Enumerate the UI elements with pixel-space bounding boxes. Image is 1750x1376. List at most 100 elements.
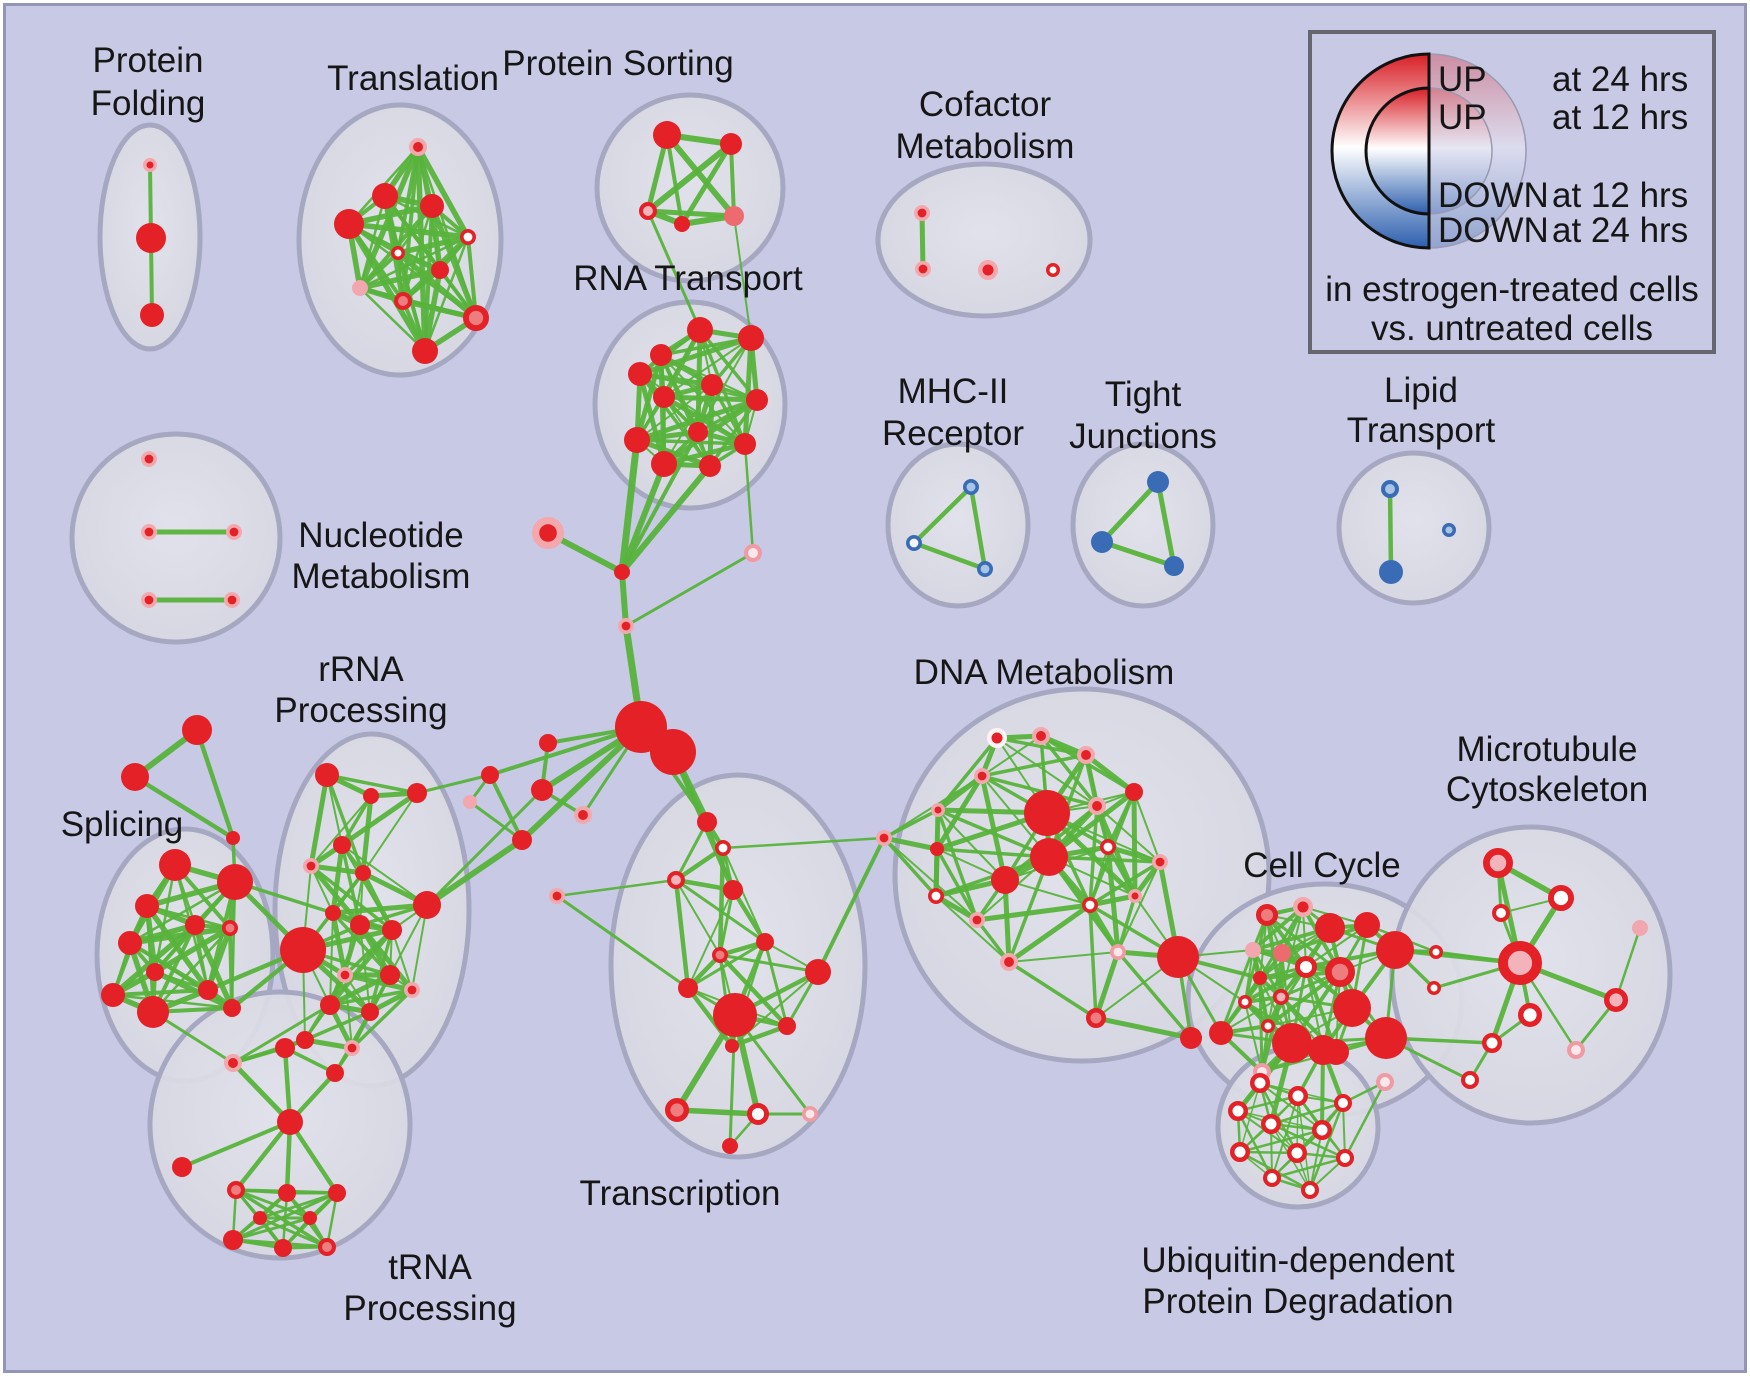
gene-node-u6 bbox=[1230, 1142, 1250, 1162]
edge bbox=[1342, 1102, 1346, 1159]
cluster-label-cofactor-metabolism: Metabolism bbox=[896, 127, 1075, 166]
edge bbox=[1258, 976, 1264, 1074]
gene-node-tn1 bbox=[275, 1038, 295, 1058]
gene-node-r11 bbox=[699, 455, 721, 477]
edge bbox=[231, 1003, 332, 1065]
legend-time-2: at 12 hrs bbox=[1552, 176, 1688, 215]
gene-node-f2 bbox=[531, 779, 553, 801]
edge bbox=[1260, 995, 1283, 1074]
edge bbox=[1614, 926, 1642, 1002]
gene-node-cc5 bbox=[1325, 957, 1355, 987]
network-nodes bbox=[101, 121, 1648, 1257]
gene-node-l2 bbox=[1442, 523, 1456, 537]
gene-node-t1 bbox=[372, 183, 398, 209]
edge bbox=[360, 870, 395, 933]
edge bbox=[1269, 1101, 1345, 1126]
edge bbox=[937, 809, 1006, 881]
edge bbox=[325, 1191, 339, 1249]
gene-node-mt5 bbox=[1427, 981, 1441, 995]
edge bbox=[618, 436, 641, 576]
edge bbox=[1105, 844, 1163, 865]
edge bbox=[661, 441, 748, 467]
cluster-ellipse-lipid-transport bbox=[1336, 450, 1492, 606]
edge bbox=[729, 142, 736, 218]
gene-node-tx1 bbox=[714, 839, 731, 856]
gene-node-n1 bbox=[141, 523, 158, 540]
gene-node-f6 bbox=[512, 830, 532, 850]
edge bbox=[883, 837, 978, 921]
gene-node-tn6 bbox=[278, 1184, 296, 1202]
edge bbox=[344, 974, 353, 1049]
gene-node-d11 bbox=[991, 866, 1019, 894]
edge bbox=[281, 1191, 289, 1250]
edge bbox=[145, 904, 232, 930]
edge bbox=[816, 836, 886, 974]
gene-node-mt2 bbox=[1492, 904, 1511, 923]
edge bbox=[911, 540, 988, 572]
gene-node-sp5 bbox=[222, 919, 239, 936]
edge bbox=[1155, 479, 1177, 569]
gene-node-tn0 bbox=[223, 1054, 242, 1073]
edge bbox=[763, 940, 789, 1028]
edge bbox=[936, 808, 1051, 859]
gene-node-mt3 bbox=[1429, 945, 1443, 959]
gene-node-f1 bbox=[539, 734, 557, 752]
edge bbox=[634, 397, 760, 443]
edge bbox=[555, 878, 678, 898]
edge bbox=[743, 442, 755, 555]
edge bbox=[1093, 949, 1121, 1021]
edge bbox=[1083, 752, 1137, 795]
edge bbox=[1088, 860, 1162, 907]
gene-node-sp0 bbox=[159, 849, 191, 881]
edge bbox=[1089, 846, 1109, 906]
gene-node-tn10 bbox=[317, 1238, 336, 1257]
edge bbox=[1099, 539, 1177, 569]
gene-node-d12 bbox=[927, 887, 944, 904]
edge bbox=[1099, 479, 1161, 545]
gene-node-r0 bbox=[650, 344, 672, 366]
edge bbox=[1106, 845, 1137, 898]
gene-node-d9 bbox=[1024, 790, 1070, 836]
gene-node-cc7 bbox=[1273, 988, 1290, 1005]
gene-node-j2 bbox=[1164, 556, 1184, 576]
gene-node-rr4 bbox=[302, 857, 319, 874]
gene-node-tn7 bbox=[328, 1184, 346, 1202]
cluster-label-tight-junctions: Junctions bbox=[1069, 417, 1217, 456]
edge bbox=[911, 484, 974, 546]
edge bbox=[358, 286, 427, 353]
edge bbox=[721, 836, 886, 850]
cluster-label-protein-folding: Folding bbox=[91, 84, 206, 123]
gene-node-cc6 bbox=[1253, 971, 1267, 985]
gene-node-rr11 bbox=[280, 927, 326, 973]
edge bbox=[718, 888, 735, 957]
gene-node-d20 bbox=[1180, 1027, 1202, 1049]
edge bbox=[325, 773, 419, 795]
gene-node-c0 bbox=[913, 205, 930, 222]
gene-node-tn11 bbox=[253, 1211, 267, 1225]
edge bbox=[415, 773, 492, 795]
edge bbox=[1238, 1128, 1324, 1154]
edge bbox=[287, 1119, 340, 1196]
gene-node-tx4 bbox=[548, 887, 565, 904]
edge bbox=[151, 926, 232, 1014]
gene-node-d13 bbox=[968, 911, 985, 928]
edge bbox=[663, 337, 752, 398]
gene-node-d14 bbox=[1100, 838, 1117, 855]
edge bbox=[1236, 1094, 1300, 1113]
edge bbox=[733, 215, 752, 339]
gene-node-u8 bbox=[1336, 1149, 1355, 1168]
edge bbox=[1006, 902, 1093, 965]
edge bbox=[935, 895, 1010, 963]
gene-node-tn2 bbox=[326, 1064, 344, 1082]
edge bbox=[679, 141, 734, 227]
gene-node-f8 bbox=[531, 516, 564, 549]
edge bbox=[327, 972, 393, 1008]
edge bbox=[357, 267, 443, 291]
edge bbox=[346, 221, 471, 240]
gene-node-u1 bbox=[1288, 1086, 1308, 1106]
gene-node-rr13 bbox=[380, 965, 400, 985]
gene-node-rr8 bbox=[325, 905, 341, 921]
edge bbox=[310, 795, 372, 867]
gene-node-d8 bbox=[930, 842, 944, 856]
gene-node-d6 bbox=[1088, 797, 1107, 816]
